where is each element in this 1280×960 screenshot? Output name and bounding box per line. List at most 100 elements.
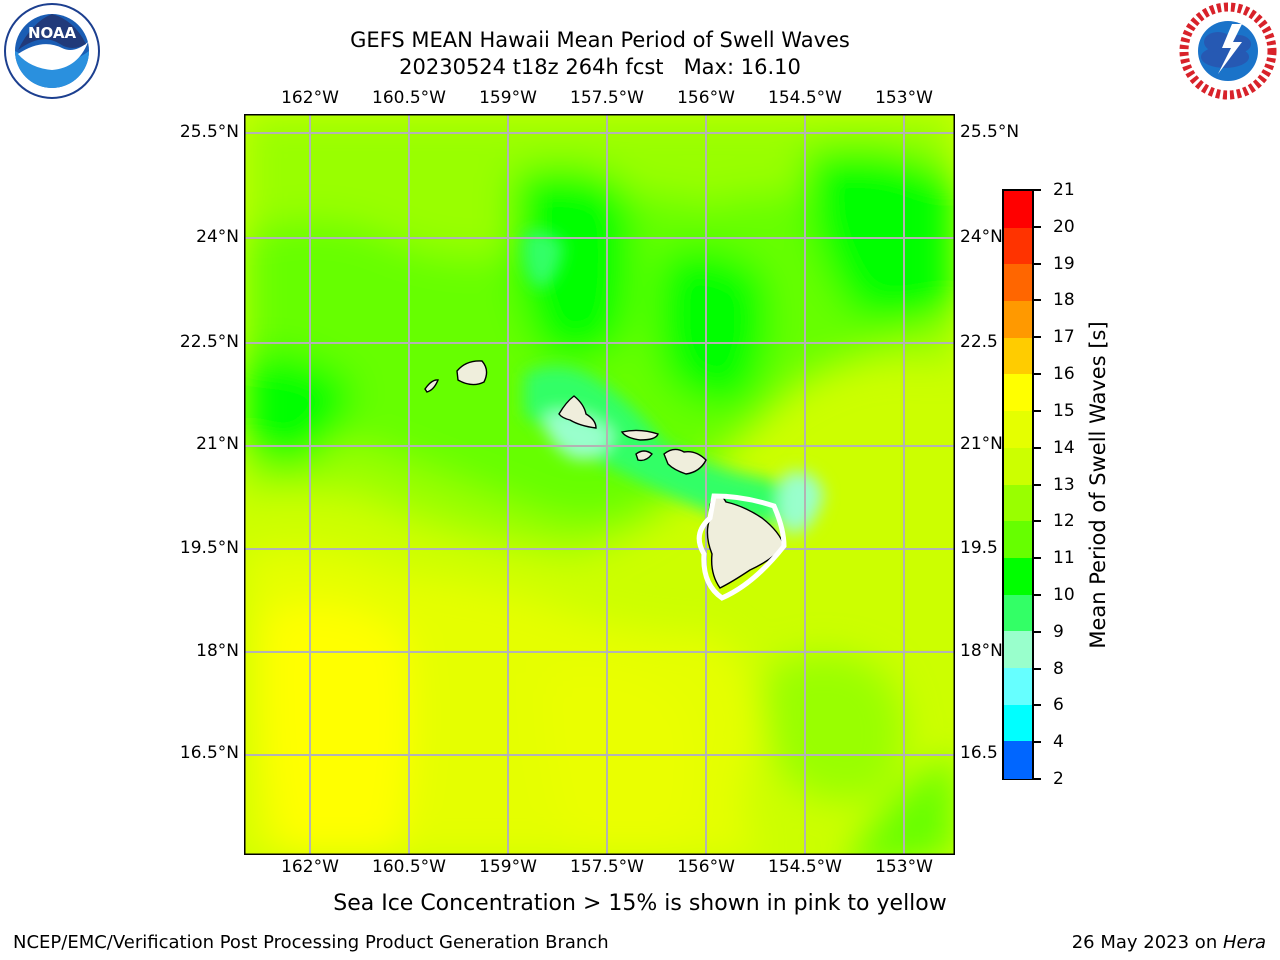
colorbar-segment <box>1004 447 1032 485</box>
lat-tick-left: 24°N <box>196 227 239 247</box>
lat-tick-right: 25.5°N <box>960 122 1020 142</box>
colorbar-tick-mark <box>1034 667 1041 670</box>
colorbar-tick: 21 <box>1053 180 1075 200</box>
colorbar-tick: 13 <box>1053 474 1075 495</box>
colorbar-tick: 9 <box>1053 621 1064 642</box>
lat-tick-left: 19.5°N <box>179 538 239 558</box>
colorbar-tick: 18 <box>1053 290 1075 311</box>
colorbar-tick-mark <box>1034 483 1041 486</box>
lon-tick-top: 154.5°W <box>768 88 842 108</box>
colorbar-tick: 16 <box>1053 364 1075 385</box>
colorbar-tick-mark <box>1034 630 1041 633</box>
colorbar-tick-mark <box>1034 336 1041 339</box>
footer-date: 26 May 2023 on Hera <box>1072 932 1266 953</box>
lat-tick-left: 21°N <box>196 434 239 454</box>
graticule <box>244 114 955 855</box>
lat-tick-left: 18°N <box>196 641 239 661</box>
hawaiian-islands <box>424 360 785 589</box>
colorbar-tick-mark <box>1034 409 1041 412</box>
nws-logo-icon <box>1178 2 1278 100</box>
lanai-island <box>635 450 653 462</box>
colorbar-tick-mark <box>1034 593 1041 596</box>
colorbar-segment <box>1004 521 1032 559</box>
kauai-island <box>456 360 488 386</box>
colorbar-label: Mean Period of Swell Waves [s] <box>1086 321 1110 649</box>
lon-tick-bottom: 162°W <box>281 857 339 877</box>
map-subtitle: 20230524 t18z 264h fcst Max: 16.10 <box>399 55 801 79</box>
lon-tick-top: 162°W <box>281 88 339 108</box>
footer-date-text: 26 May 2023 on <box>1071 932 1223 953</box>
molokai-island <box>620 429 659 441</box>
lon-tick-top: 160.5°W <box>372 88 446 108</box>
lon-tick-bottom: 160.5°W <box>372 857 446 877</box>
lat-tick-left: 16.5°N <box>179 743 239 763</box>
colorbar-tick: 12 <box>1053 511 1075 532</box>
footer-credit: NCEP/EMC/Verification Post Processing Pr… <box>13 932 609 953</box>
lon-tick-bottom: 153°W <box>875 857 933 877</box>
lat-tick-left: 25.5°N <box>179 122 239 142</box>
colorbar-tick: 14 <box>1053 437 1075 458</box>
niihau-island <box>424 379 439 393</box>
lon-tick-top: 157.5°W <box>570 88 644 108</box>
colorbar-segment <box>1004 741 1032 779</box>
colorbar-segment <box>1004 191 1032 229</box>
colorbar-tick-mark <box>1034 262 1041 265</box>
colorbar-tick: 4 <box>1053 732 1064 753</box>
colorbar-tick-mark <box>1034 520 1041 523</box>
lat-tick-right: 18°N <box>960 641 1003 661</box>
colorbar-segment <box>1004 557 1032 596</box>
colorbar-segment <box>1004 337 1032 375</box>
colorbar-segment <box>1004 301 1032 339</box>
colorbar-tick-mark <box>1034 373 1041 376</box>
colorbar-tick: 10 <box>1053 584 1075 605</box>
colorbar-tick: 6 <box>1053 695 1064 716</box>
sea-ice-caption: Sea Ice Concentration > 15% is shown in … <box>333 891 947 916</box>
hawaii-big-island <box>706 494 785 589</box>
colorbar-tick-mark <box>1034 446 1041 449</box>
colorbar-tick: 2 <box>1053 769 1064 789</box>
colorbar-segment <box>1004 484 1032 522</box>
colorbar-tick: 15 <box>1053 400 1075 421</box>
colorbar-tick-mark <box>1034 557 1041 560</box>
colorbar-tick-mark <box>1034 225 1041 228</box>
colorbar-tick-mark <box>1034 189 1041 191</box>
colorbar-tick-mark <box>1034 704 1041 707</box>
lon-tick-top: 159°W <box>479 88 537 108</box>
lon-tick-bottom: 159°W <box>479 857 537 877</box>
lat-tick-right: 22.5 <box>960 332 998 352</box>
noaa-logo-icon: NOAA <box>2 2 102 100</box>
footer-host: Hera <box>1222 932 1266 953</box>
colorbar <box>1002 189 1034 780</box>
lat-tick-right: 19.5 <box>960 538 998 558</box>
map-title: GEFS MEAN Hawaii Mean Period of Swell Wa… <box>350 28 850 52</box>
colorbar-tick: 8 <box>1053 658 1064 679</box>
lon-tick-bottom: 156°W <box>677 857 735 877</box>
map-plot-area <box>243 113 956 874</box>
lon-tick-top: 156°W <box>677 88 735 108</box>
colorbar-segment <box>1004 667 1032 706</box>
colorbar-segment <box>1004 704 1032 742</box>
colorbar-tick-mark <box>1034 741 1041 744</box>
lon-tick-top: 153°W <box>875 88 933 108</box>
maui-island <box>663 448 707 475</box>
oahu-island <box>558 395 597 429</box>
lon-tick-bottom: 154.5°W <box>768 857 842 877</box>
colorbar-tick-mark <box>1034 299 1041 302</box>
colorbar-tick: 11 <box>1053 548 1075 569</box>
noaa-logo-text: NOAA <box>28 24 77 42</box>
lat-tick-right: 24°N <box>960 227 1003 247</box>
colorbar-segment <box>1004 227 1032 265</box>
colorbar-tick: 20 <box>1053 216 1075 237</box>
colorbar-tick-mark <box>1034 778 1041 780</box>
lat-tick-right: 21°N <box>960 434 1003 454</box>
colorbar-segment <box>1004 264 1032 302</box>
lat-tick-right: 16.5 <box>960 743 998 763</box>
colorbar-tick: 17 <box>1053 327 1075 348</box>
colorbar-segment <box>1004 411 1032 449</box>
colorbar-segment <box>1004 374 1032 412</box>
colorbar-segment <box>1004 594 1032 632</box>
lon-tick-bottom: 157.5°W <box>570 857 644 877</box>
colorbar-segment <box>1004 631 1032 669</box>
lat-tick-left: 22.5°N <box>179 332 239 352</box>
colorbar-tick: 19 <box>1053 253 1075 274</box>
